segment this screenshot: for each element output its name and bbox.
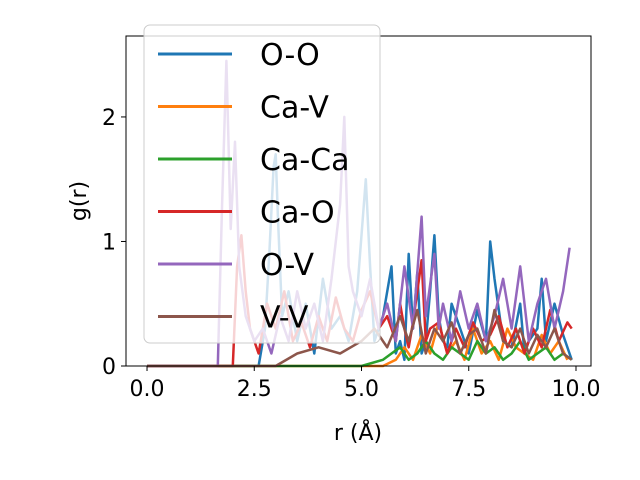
x-tick-label: 7.5 xyxy=(451,377,486,402)
x-axis-label: r (Å) xyxy=(334,419,382,446)
series-line-ca-ca xyxy=(147,339,573,368)
series-line-v-v xyxy=(147,308,573,368)
legend-label-v-v: V-V xyxy=(260,301,309,336)
y-axis-label: g(r) xyxy=(67,181,92,221)
y-tick-label: 1 xyxy=(102,230,116,255)
x-tick-label: 0.0 xyxy=(130,377,165,402)
y-axis: 0 1 2 xyxy=(102,106,126,380)
legend-label-o-v: O-V xyxy=(260,248,315,283)
legend-label-ca-o: Ca-O xyxy=(260,196,335,231)
legend-label-ca-ca: Ca-Ca xyxy=(260,143,350,178)
legend-label-o-o: O-O xyxy=(260,38,320,73)
legend-label-ca-v: Ca-V xyxy=(260,91,329,126)
legend: O-O Ca-V Ca-Ca Ca-O O-V V-V xyxy=(143,24,381,344)
x-tick-label: 2.5 xyxy=(237,377,272,402)
y-tick-label: 0 xyxy=(102,355,116,380)
x-tick-label: 10.0 xyxy=(551,377,600,402)
y-tick-label: 2 xyxy=(102,106,116,131)
x-tick-label: 5.0 xyxy=(344,377,379,402)
x-axis: 0.0 2.5 5.0 7.5 10.0 xyxy=(130,366,600,402)
